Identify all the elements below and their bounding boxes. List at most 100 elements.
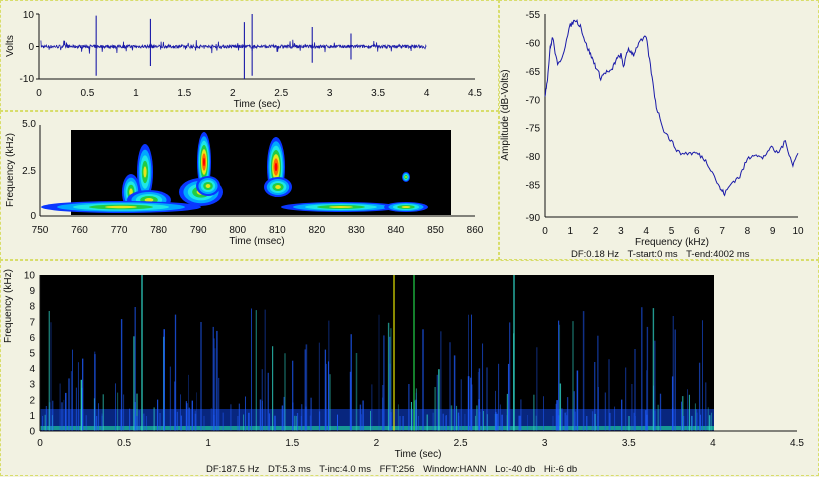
waveform-xtick: 4.5	[468, 88, 482, 99]
spectrum-xtick: 8	[745, 226, 751, 237]
spectrum-xtick: 3	[618, 226, 624, 237]
main-xtick: 2	[374, 438, 380, 449]
spectrum-xtick: 7	[719, 226, 725, 237]
spectrum-xticks: 0 1 2 3 4 5 6 7 8 9 10	[542, 226, 804, 237]
spectrum-xtick: 10	[792, 226, 804, 237]
waveform-xtick: 1.5	[177, 88, 191, 99]
spectrum-xtick: 9	[770, 226, 776, 237]
waveform-panel: 10 0 -10 Volts 0 0.5 1 1.5 2 2.5 3 3.5 4…	[0, 0, 499, 111]
zoom-xlabel: Time (msec)	[229, 236, 284, 247]
waveform-xticks: 0 0.5 1 1.5 2 2.5 3 3.5 4 4.5	[36, 88, 482, 99]
zoom-ytick: 5.0	[22, 119, 36, 130]
spectrum-info: DF:0.18 Hz T-start:0 ms T-end:4002 ms	[571, 249, 756, 260]
waveform-xtick: 1	[133, 88, 139, 99]
contour-level	[203, 157, 205, 167]
waveform-xtick: 0	[36, 88, 42, 99]
zoom-xtick: 820	[308, 225, 325, 236]
zoom-ytick: 2.5	[22, 166, 36, 177]
waveform-xtick: 3	[327, 88, 333, 99]
main-spectrogram-panel: 10 9 8 7 6 5 4 3 2 1 0 Frequency (kHz) 0…	[0, 260, 819, 476]
spectrum-xtick: 1	[568, 226, 574, 237]
zoom-xtick: 850	[427, 225, 444, 236]
main-spectrogram-plot: 10 9 8 7 6 5 4 3 2 1 0 Frequency (kHz) 0…	[3, 269, 804, 460]
main-xtick: 2.5	[454, 438, 468, 449]
spectrum-tstart: T-start:0 ms	[627, 249, 678, 260]
spectrum-ytick: -85	[526, 181, 541, 192]
zoom-spectrogram-contours	[41, 132, 428, 213]
waveform-xtick: 4	[424, 88, 430, 99]
main-ytick: 0	[29, 427, 35, 438]
spectrum-xtick: 0	[542, 226, 548, 237]
main-yticks: 10 9 8 7 6 5 4 3 2 1 0	[24, 271, 36, 438]
spectrum-tend: T-end:4002 ms	[686, 249, 750, 260]
spectrum-df: DF:0.18 Hz	[571, 249, 620, 260]
main-xticks: 0 0.5 1 1.5 2 2.5 3 3.5 4 4.5	[37, 438, 804, 449]
main-window: Window:HANN	[423, 464, 487, 475]
main-ytick: 6	[29, 333, 35, 344]
zoom-xtick: 790	[190, 225, 207, 236]
waveform-trace	[40, 14, 427, 79]
main-dt: DT:5.3 ms	[267, 464, 311, 475]
zoom-spectrogram-plot: 5.0 2.5 0 Frequency (kHz) 750 760 770 78…	[5, 119, 484, 247]
main-df: DF:187.5 Hz	[206, 464, 260, 475]
zoom-xtick: 830	[348, 225, 365, 236]
main-xlabel: Time (sec)	[395, 449, 442, 460]
low-frequency-band	[40, 409, 714, 431]
waveform-xtick: 3.5	[371, 88, 385, 99]
zoom-xtick: 770	[111, 225, 128, 236]
main-lo: Lo:-40 db	[495, 464, 536, 475]
spectrum-panel: -55 -60 -65 -70 -75 -80 -85 -90 Amplitud…	[499, 0, 819, 260]
waveform-xtick: 2.5	[274, 88, 288, 99]
zoom-xtick: 840	[388, 225, 405, 236]
spectrum-xtick: 4	[643, 226, 649, 237]
waveform-noise-line	[40, 39, 427, 54]
main-ytick: 8	[29, 302, 35, 313]
contour-level	[144, 198, 154, 202]
spectrum-series	[544, 18, 799, 197]
main-spectrogram-info: DF:187.5 Hz DT:5.3 ms T-inc:4.0 ms FFT:2…	[206, 464, 583, 475]
main-xtick: 3.5	[622, 438, 636, 449]
main-xtick: 0	[37, 438, 43, 449]
waveform-ytick: 0	[28, 42, 34, 53]
spectrum-xlabel: Frequency (kHz)	[635, 237, 709, 248]
main-ytick: 3	[29, 380, 35, 391]
waveform-plot: 10 0 -10 Volts 0 0.5 1 1.5 2 2.5 3 3.5 4…	[5, 10, 482, 110]
contour-level	[105, 205, 137, 209]
main-ytick: 5	[29, 349, 35, 360]
main-spectrogram-area[interactable]	[40, 275, 714, 431]
main-xtick: 0.5	[117, 438, 131, 449]
contour-level	[329, 206, 353, 208]
spectrum-yticks: -55 -60 -65 -70 -75 -80 -85 -90	[526, 10, 541, 224]
zoom-ytick: 0	[30, 211, 36, 222]
waveform-ytick: 10	[23, 10, 35, 21]
spectrum-plot: -55 -60 -65 -70 -75 -80 -85 -90 Amplitud…	[500, 10, 804, 248]
zoom-xtick: 860	[467, 225, 484, 236]
zoom-xtick: 780	[150, 225, 167, 236]
zoom-xtick: 800	[229, 225, 246, 236]
main-xtick: 3	[542, 438, 548, 449]
contour-level	[275, 185, 281, 189]
spectrum-ytick: -90	[526, 213, 541, 224]
spectrum-ytick: -75	[526, 124, 541, 135]
spectrum-xtick: 6	[694, 226, 700, 237]
zoom-spectrogram-panel: 5.0 2.5 0 Frequency (kHz) 750 760 770 78…	[0, 111, 499, 260]
main-hi: Hi:-6 db	[543, 464, 578, 475]
main-xtick: 4.5	[790, 438, 804, 449]
main-ytick: 2	[29, 395, 35, 406]
spectrum-ytick: -55	[526, 10, 541, 21]
low-frequency-band	[40, 426, 714, 430]
zoom-xtick: 750	[32, 225, 49, 236]
main-ytick: 9	[29, 286, 35, 297]
zoom-ylabel: Frequency (kHz)	[5, 133, 16, 207]
waveform-ylabel: Volts	[5, 35, 16, 57]
waveform-xtick: 0.5	[80, 88, 94, 99]
main-fft: FFT:256	[379, 464, 415, 475]
main-ytick: 10	[24, 271, 36, 282]
contour-level	[401, 206, 411, 208]
waveform-xlabel: Time (sec)	[234, 99, 281, 110]
spectrum-xtick: 5	[669, 226, 675, 237]
main-xtick: 1.5	[285, 438, 299, 449]
spectrum-plot-area[interactable]	[545, 14, 798, 217]
spectrum-ytick: -65	[526, 67, 541, 78]
